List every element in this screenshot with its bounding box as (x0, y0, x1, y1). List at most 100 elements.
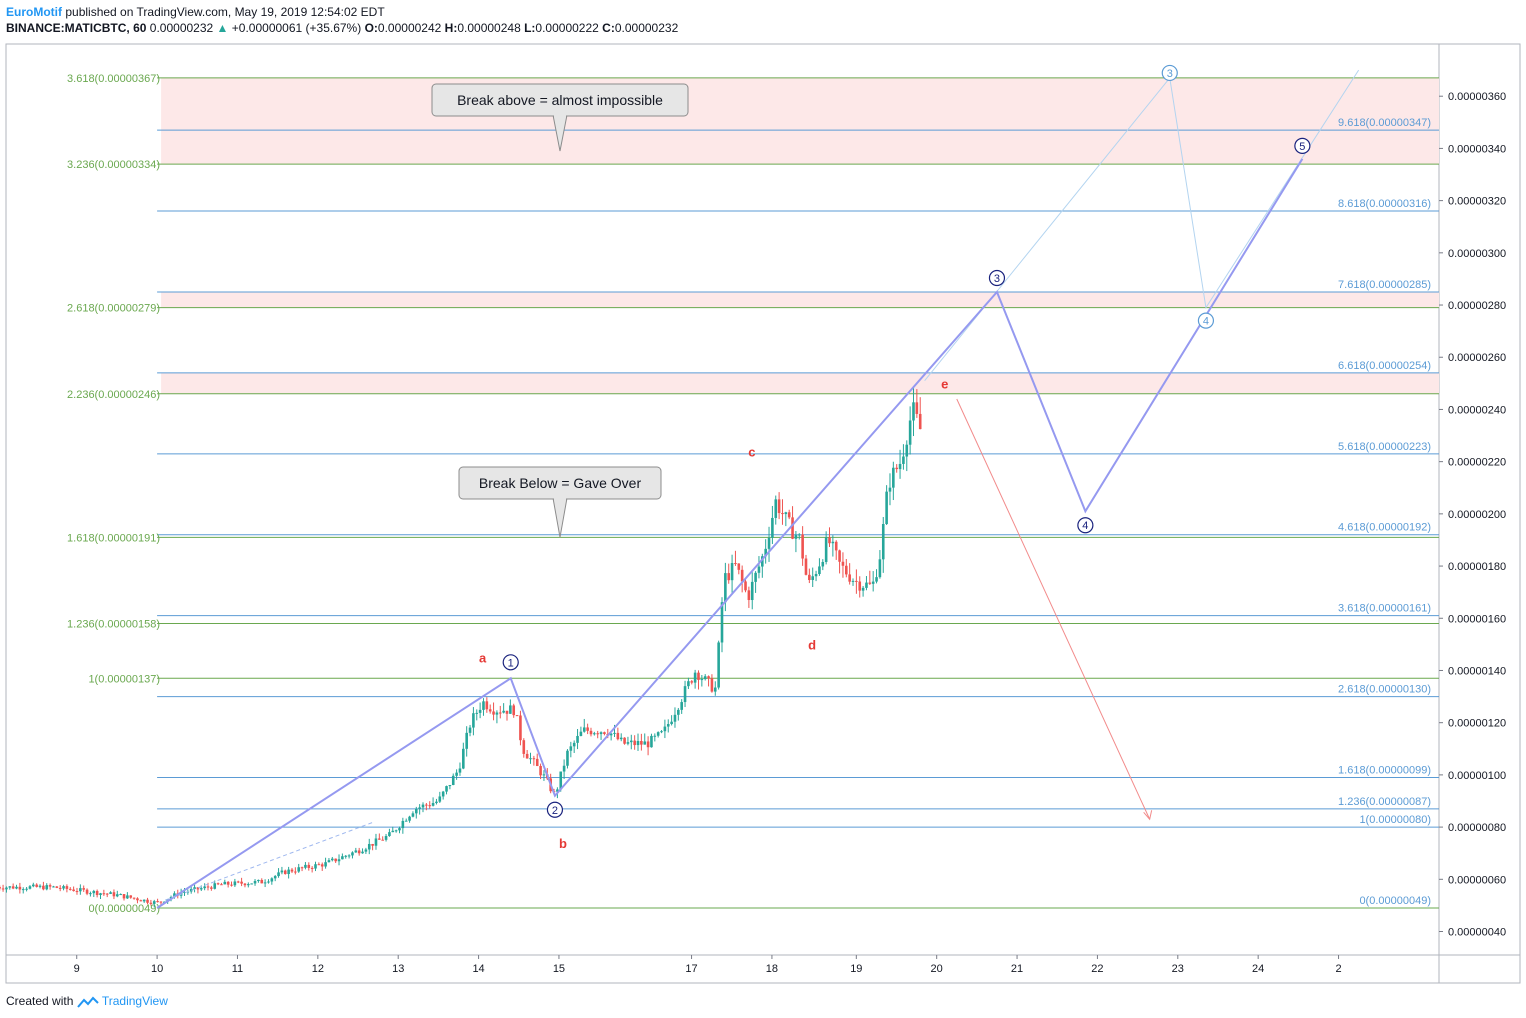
x-tick-label: 15 (553, 963, 565, 975)
candle-body (660, 731, 663, 733)
candle-body (52, 886, 55, 888)
candle-body (75, 891, 79, 893)
candle-body (384, 836, 388, 840)
candle-body (216, 883, 220, 885)
candle-body (687, 681, 690, 687)
candle-body (152, 901, 156, 904)
candle-body (267, 881, 270, 883)
candle-body (720, 602, 724, 643)
fib-label-right: 8.618(0.00000316) (1338, 198, 1431, 210)
candle-body (72, 889, 75, 892)
candle-body (636, 740, 640, 746)
projection-arrowhead-icon (1143, 810, 1153, 821)
candle-body (488, 709, 492, 712)
fib-label-right: 3.618(0.00000161) (1338, 603, 1431, 615)
candle-body (394, 830, 398, 832)
y-tick-label: 0.00000300 (1448, 248, 1506, 260)
candle-body (616, 732, 620, 740)
candle-body (767, 537, 771, 549)
candle-body (146, 899, 149, 903)
wave-dashed-line (164, 821, 375, 901)
fib-label-right: 1.236(0.00000087) (1338, 796, 1431, 808)
candle-body (465, 732, 468, 749)
x-tick-label: 14 (472, 963, 484, 975)
candle-body (609, 733, 613, 736)
candle-body (428, 805, 432, 807)
candle-body (797, 534, 801, 536)
candle-body (710, 678, 714, 692)
open-label: O: (364, 21, 378, 35)
y-tick-label: 0.00000200 (1448, 509, 1506, 521)
candle-body (371, 843, 374, 846)
candle-body (562, 765, 566, 772)
candle-body (401, 820, 405, 829)
candle-body (737, 563, 741, 570)
candle-body (482, 701, 485, 710)
candle-body (697, 672, 700, 680)
candle-body (633, 740, 636, 746)
fib-label-left: 1.618(0.00000191) (67, 532, 160, 544)
candle-body (747, 590, 751, 601)
publish-line: EuroMotif published on TradingView.com, … (6, 4, 1306, 20)
candle-body (411, 813, 415, 817)
candle-body (532, 758, 536, 760)
symbol-label: BINANCE:MATICBTC, 60 (6, 21, 147, 35)
candle-body (677, 709, 680, 715)
candle-body (189, 888, 193, 892)
x-tick-label: 22 (1091, 963, 1103, 975)
candle-body (650, 735, 653, 748)
candle-body (865, 582, 868, 588)
author-link[interactable]: EuroMotif (6, 5, 62, 19)
candle-body (740, 569, 744, 582)
wave-marker-label: 4 (1082, 520, 1088, 532)
candle-body (566, 750, 569, 766)
candle-body (347, 855, 351, 857)
y-tick-label: 0.00000180 (1448, 561, 1506, 573)
candle-body (247, 884, 250, 886)
last-price: 0.00000232 (149, 21, 214, 35)
y-tick-label: 0.00000280 (1448, 300, 1506, 312)
candle-body (327, 860, 331, 863)
candle-body (159, 901, 163, 903)
candle-body (203, 886, 206, 889)
candle-body (210, 887, 213, 889)
candle-body (878, 559, 882, 578)
x-tick-label: 18 (766, 963, 778, 975)
candle-body (21, 889, 25, 891)
close-value: 0.00000232 (614, 21, 679, 35)
candle-body (623, 737, 626, 744)
candle-body (18, 886, 22, 890)
projection-arrow (956, 398, 1151, 820)
candle-body (317, 864, 321, 866)
candle-body (519, 715, 522, 741)
fib-label-right: 1(0.00000080) (1359, 814, 1431, 826)
fib-label-left: 2.236(0.00000246) (67, 389, 160, 401)
candle-body (838, 550, 841, 562)
fib-label-right: 1.618(0.00000099) (1338, 764, 1431, 776)
candle-body (42, 885, 45, 890)
candle-body (586, 727, 589, 731)
x-tick-label: 17 (685, 963, 697, 975)
y-tick-label: 0.00000320 (1448, 196, 1506, 208)
candle-body (572, 742, 576, 747)
wave-marker-circle (546, 801, 564, 818)
callout-text: Break Below = Gave Over (479, 475, 642, 491)
candle-body (458, 768, 462, 773)
candle-body (82, 888, 86, 890)
candle-body (804, 558, 808, 575)
y-tick-label: 0.00000060 (1448, 874, 1506, 886)
wave-marker-label: 4 (1203, 316, 1209, 328)
candle-body (374, 838, 378, 846)
x-tick-label: 19 (850, 963, 862, 975)
tradingview-link[interactable]: TradingView (101, 994, 168, 1008)
candle-body (115, 894, 119, 897)
y-tick-label: 0.00000220 (1448, 457, 1506, 469)
high-value: 0.00000248 (457, 21, 521, 35)
candle-body (834, 541, 838, 551)
candle-body (502, 710, 505, 713)
candle-body (351, 852, 354, 856)
candle-body (404, 820, 408, 822)
candle-body (448, 784, 452, 787)
candle-body (45, 885, 49, 890)
